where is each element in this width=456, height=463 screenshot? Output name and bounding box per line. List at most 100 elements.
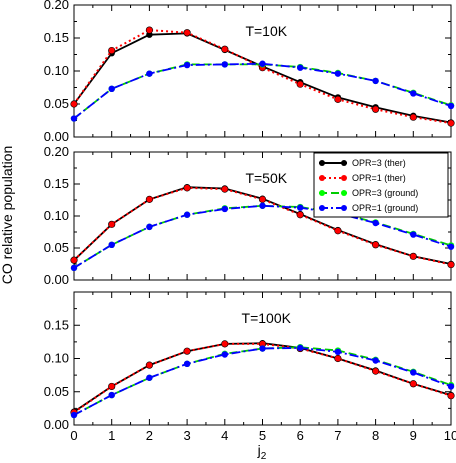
data-point-s4 <box>297 64 304 71</box>
series-line-s3 <box>73 63 452 120</box>
data-point-s4 <box>108 391 115 399</box>
data-point-s2 <box>183 184 191 192</box>
x-tick-label: 9 <box>410 428 417 443</box>
data-point-s2 <box>145 361 153 369</box>
panel-1: 0.00 0.05 0.10 0.15 0.20 T=10K <box>44 0 455 144</box>
data-point-s4 <box>183 360 191 368</box>
series-line-s1 <box>73 32 452 124</box>
x-axis-label-sub: 2 <box>261 451 267 462</box>
data-point-s4 <box>146 374 153 381</box>
legend-marker-s1 <box>341 160 347 166</box>
data-point-s4 <box>297 344 304 352</box>
data-point-s4 <box>70 264 78 272</box>
y-tick-label: 0.05 <box>44 384 69 399</box>
panel-3: 0.00 0.05 0.10 0.15 0 1 2 3 4 5 6 7 8 9 10 T=100K <box>44 291 456 443</box>
data-point-s4 <box>447 383 455 390</box>
data-point-s4 <box>108 85 115 93</box>
data-point-s4 <box>108 241 115 248</box>
data-point-s4 <box>447 243 455 250</box>
x-axis-label-main: j <box>257 442 261 458</box>
panel-label: T=10K <box>245 23 287 39</box>
data-point-s2 <box>447 392 455 400</box>
data-point-s2 <box>183 347 191 355</box>
x-tick-label: 5 <box>259 428 266 443</box>
data-point-s2 <box>221 185 229 193</box>
series-line-s1 <box>73 342 452 413</box>
y-axis-label: CO relative population <box>0 146 15 285</box>
data-point-s2 <box>372 105 380 113</box>
x-tick-label: 8 <box>372 428 379 443</box>
y-tick-label: 0.00 <box>44 129 69 144</box>
legend-label: OPR=1 (ground) <box>352 203 418 213</box>
y-tick-label: 0.20 <box>44 0 69 12</box>
y-tick-label: 0.10 <box>44 351 69 366</box>
data-point-s2 <box>145 26 153 34</box>
x-tick-label: 10 <box>444 428 456 443</box>
data-point-s4 <box>410 369 417 376</box>
panel-2: 0.00 0.05 0.10 0.15 0.20 T=50K <box>44 144 455 287</box>
legend-marker-s4 <box>319 205 325 211</box>
legend: OPR=3 (ther) OPR=1 (ther) OPR=3 (ground) OP… <box>313 152 449 218</box>
data-point-s4 <box>410 231 417 238</box>
series-line-s2 <box>73 342 452 414</box>
legend-label: OPR=3 (ground) <box>352 188 418 198</box>
data-point-s2 <box>409 113 417 121</box>
data-point-s4 <box>334 70 342 77</box>
series-line-s3 <box>73 346 452 416</box>
legend-marker-s3 <box>341 190 347 196</box>
y-tick-label: 0.15 <box>44 317 69 332</box>
data-point-s2 <box>108 46 116 55</box>
panel-label: T=100K <box>242 310 292 326</box>
x-tick-label: 4 <box>221 428 228 443</box>
y-tick-label: 0.10 <box>44 208 69 223</box>
data-point-s2 <box>296 211 304 219</box>
data-point-s4 <box>183 211 191 218</box>
x-tick-label: 2 <box>146 428 153 443</box>
legend-marker-s4 <box>341 205 347 211</box>
legend-label: OPR=3 (ther) <box>352 158 406 168</box>
y-tick-label: 0.15 <box>44 176 69 191</box>
x-axis-label: j2 <box>257 442 267 462</box>
data-point-s2 <box>108 220 116 228</box>
y-tick-label: 0.10 <box>44 63 69 78</box>
y-tick-label: 0.05 <box>44 96 69 111</box>
x-tick-label: 6 <box>297 428 304 443</box>
series-line-s4 <box>73 62 452 120</box>
y-tick-label: 0.00 <box>44 272 69 287</box>
data-point-s2 <box>372 241 380 249</box>
data-point-s4 <box>372 219 379 227</box>
data-point-s4 <box>221 205 228 213</box>
panels: 0.00 0.05 0.10 0.15 0.20 T=10K 0.00 0.05 0.10 0.1… <box>44 0 456 443</box>
data-point-s4 <box>259 202 266 209</box>
x-tick-label: 0 <box>70 428 77 443</box>
data-point-s2 <box>409 252 417 260</box>
data-point-s4 <box>70 411 78 419</box>
data-point-s2 <box>145 195 153 203</box>
data-point-s4 <box>221 61 228 68</box>
data-point-s2 <box>296 80 304 88</box>
data-point-s4 <box>183 61 191 69</box>
data-point-s2 <box>447 261 455 269</box>
data-point-s2 <box>447 119 455 127</box>
data-point-s4 <box>447 102 455 110</box>
data-point-s4 <box>297 204 304 211</box>
data-point-s4 <box>259 60 266 67</box>
legend-marker-s3 <box>319 190 325 196</box>
data-point-s4 <box>334 348 342 356</box>
data-point-s4 <box>221 351 228 358</box>
series-line-s4 <box>73 346 452 416</box>
y-tick-label: 0.00 <box>44 417 69 432</box>
series-line-s4 <box>73 204 452 269</box>
legend-marker-s2 <box>341 175 347 181</box>
data-point-s2 <box>372 367 380 375</box>
data-point-s2 <box>183 29 191 37</box>
legend-marker-s2 <box>319 175 325 181</box>
y-tick-label: 0.20 <box>44 144 69 159</box>
data-point-s4 <box>70 115 78 122</box>
data-point-s2 <box>70 100 78 108</box>
data-point-s4 <box>372 357 379 364</box>
legend-label: OPR=1 (ther) <box>352 173 406 183</box>
data-point-s2 <box>334 354 342 363</box>
data-point-s2 <box>258 195 267 203</box>
data-point-s2 <box>409 380 417 388</box>
